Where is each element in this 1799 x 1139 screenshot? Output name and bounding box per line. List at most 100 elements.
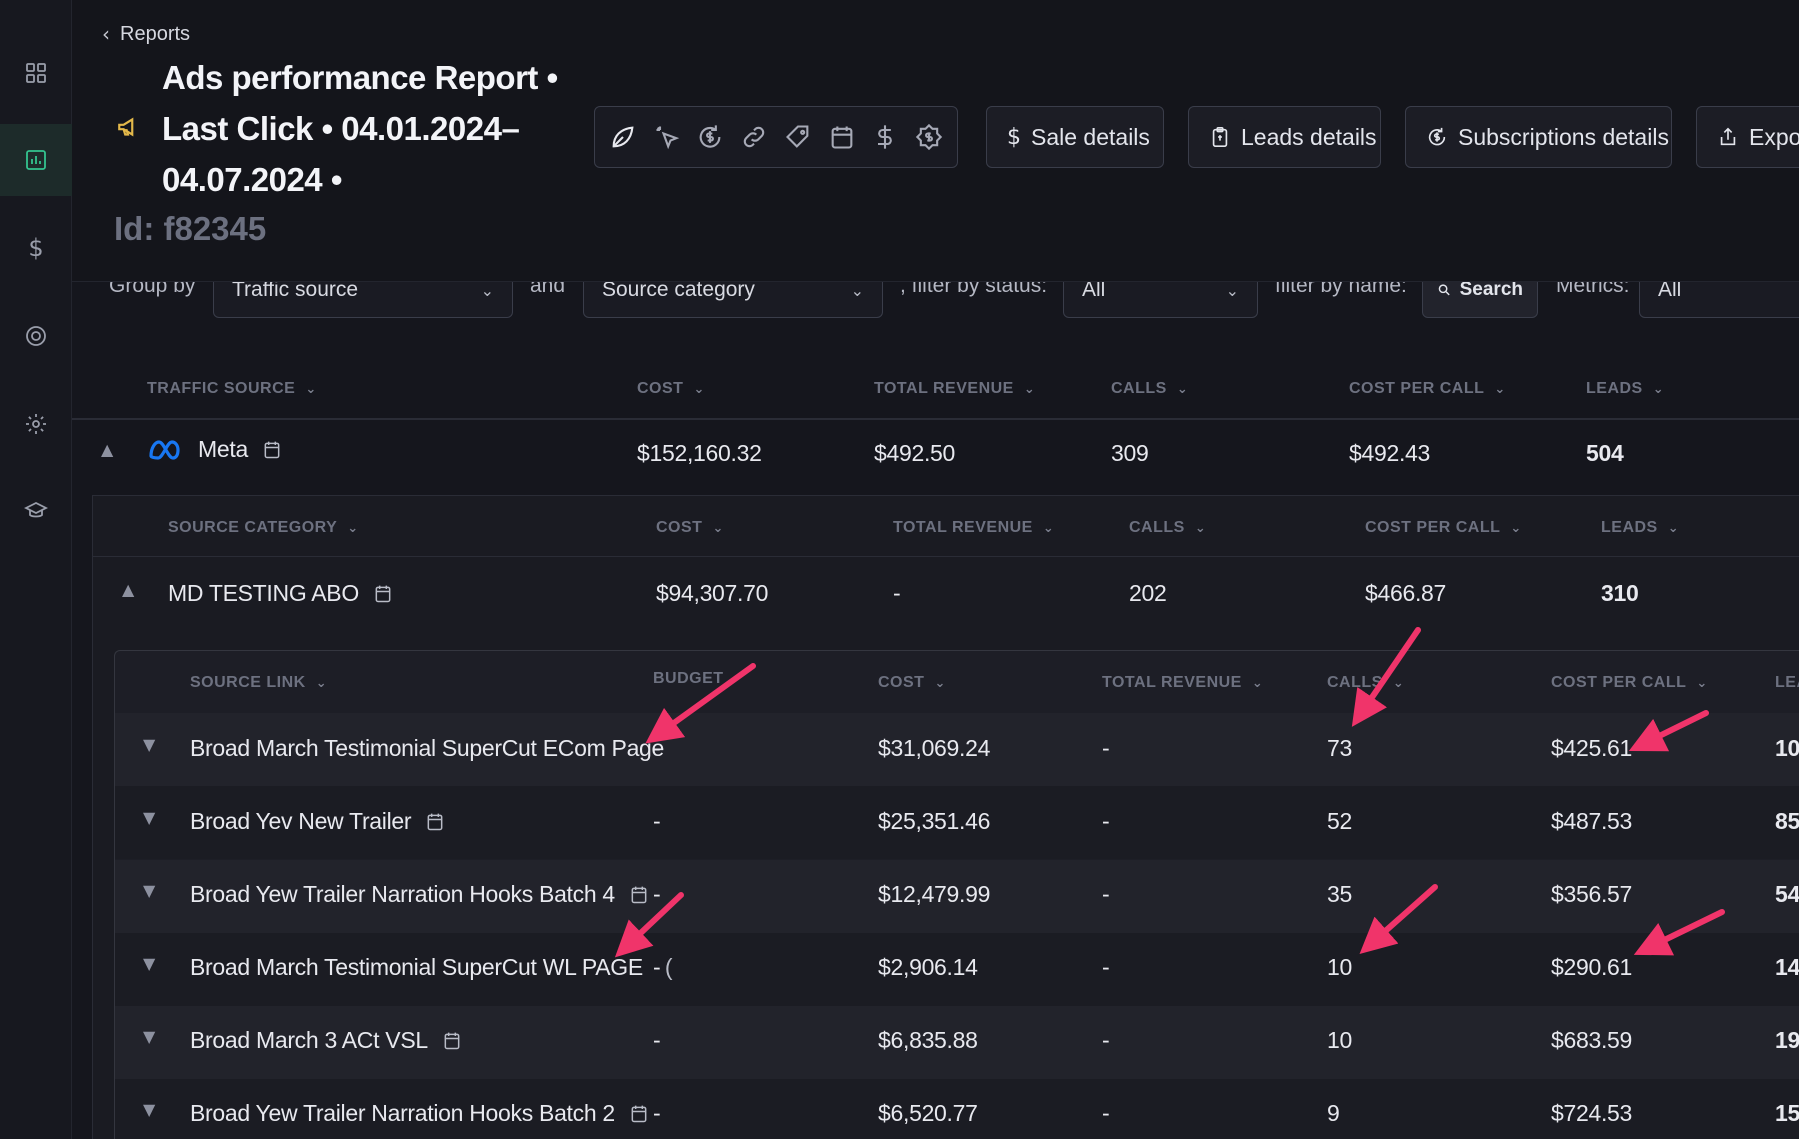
sort-chevron-icon: ⌄ <box>1392 675 1405 691</box>
filter-bar: Group by Traffic source ⌄ and Source cat… <box>72 282 1799 322</box>
cursor-click-icon[interactable] <box>651 121 683 153</box>
calendar-icon[interactable] <box>442 1030 462 1052</box>
group-by-select[interactable]: Traffic source ⌄ <box>213 282 513 318</box>
cost-per-call-cell: $466.87 <box>1365 580 1447 606</box>
calls-cell: 10 <box>1327 954 1352 980</box>
dollar-icon[interactable] <box>869 121 901 153</box>
search-button[interactable]: Search <box>1422 282 1538 318</box>
column-header[interactable]: COST PER CALL ⌄ <box>1349 380 1506 397</box>
leaf-icon[interactable] <box>607 121 639 153</box>
expand-triangle-icon[interactable]: ▼ <box>143 881 156 900</box>
category-row-md-testing[interactable]: ▲ MD TESTING ABO $94,307.70 - 202 $466.8… <box>0 580 1799 610</box>
budget-cell: - <box>653 1100 661 1126</box>
subscriptions-details-button[interactable]: Subscriptions details <box>1405 106 1672 168</box>
settings-gear-icon[interactable] <box>0 388 72 460</box>
chevron-down-icon: ⌄ <box>480 282 494 300</box>
column-header[interactable]: COST PER CALL ⌄ <box>1551 674 1708 691</box>
column-header[interactable]: COST ⌄ <box>637 380 705 397</box>
tag-icon[interactable] <box>782 121 814 153</box>
dollar-icon[interactable]: $ <box>0 212 72 284</box>
calendar-icon[interactable] <box>425 811 445 833</box>
column-header[interactable]: TOTAL REVENUE ⌄ <box>874 380 1036 397</box>
export-share-icon <box>1720 127 1736 146</box>
revenue-cell: - <box>1102 1027 1110 1053</box>
expand-triangle-icon[interactable]: ▼ <box>143 1027 156 1046</box>
table-row[interactable]: ▼ Broad March 3 ACt VSL - $6,835.88 - 10… <box>0 1027 1799 1057</box>
calendar-icon[interactable] <box>373 583 393 605</box>
column-header[interactable]: SOURCE LINK ⌄ <box>190 674 328 691</box>
breadcrumb[interactable]: ‹ Reports <box>102 22 190 46</box>
table-row[interactable]: ▼ Broad March Testimonial SuperCut ECom … <box>0 735 1799 765</box>
metrics-label: Metrics: <box>1556 282 1630 297</box>
status-filter-label: , filter by status: <box>900 282 1048 297</box>
calendar-icon[interactable] <box>629 1103 649 1125</box>
table-row[interactable]: ▼ Broad Yew Trailer Narration Hooks Batc… <box>0 1100 1799 1130</box>
leads-cell: 54 <box>1775 881 1799 907</box>
table-row[interactable]: ▼ Broad Yev New Trailer - $25,351.46 - 5… <box>0 808 1799 838</box>
sale-details-button[interactable]: $ Sale details <box>986 106 1164 168</box>
table-row[interactable]: ▼ Broad Yew Trailer Narration Hooks Batc… <box>0 881 1799 911</box>
leads-cell: 15 <box>1775 1100 1799 1126</box>
metrics-select[interactable]: All <box>1639 282 1799 318</box>
subscriptions-details-label: Subscriptions details <box>1458 123 1669 150</box>
metric-type-toolbar <box>594 106 958 168</box>
column-header[interactable]: TOTAL REVENUE ⌄ <box>893 519 1055 536</box>
expand-triangle-icon[interactable]: ▼ <box>143 1100 156 1119</box>
source-category-select[interactable]: Source category ⌄ <box>583 282 883 318</box>
reports-chart-icon[interactable] <box>0 124 72 196</box>
dashboard-grid-icon[interactable] <box>0 37 72 109</box>
column-header[interactable]: CALLS ⌄ <box>1129 519 1207 536</box>
calendar-icon[interactable] <box>262 439 282 461</box>
column-header[interactable]: LEADS ⌄ <box>1586 380 1665 397</box>
table-row[interactable]: ▼ Broad March Testimonial SuperCut WL PA… <box>0 954 1799 984</box>
expand-triangle-icon[interactable]: ▼ <box>143 735 156 754</box>
sort-chevron-icon: ⌄ <box>347 520 359 536</box>
cost-per-call-cell: $290.61 <box>1551 954 1633 980</box>
calendar-icon-clipped[interactable]: ( <box>664 954 673 980</box>
leads-cell: 14 <box>1775 954 1799 980</box>
revenue-cell: - <box>1102 1100 1110 1126</box>
column-header[interactable]: COST PER CALL ⌄ <box>1365 519 1522 536</box>
price-tag-icon[interactable] <box>913 121 945 153</box>
collapse-triangle-icon[interactable]: ▲ <box>101 440 114 459</box>
meta-logo-icon <box>149 439 180 460</box>
row-stripe <box>115 860 1799 933</box>
calendar-icon[interactable] <box>629 884 649 906</box>
export-button[interactable]: Expor <box>1696 106 1799 168</box>
traffic-row-meta[interactable]: ▲ Meta $152,160.32 $492.50 309 $492.43 5… <box>0 436 1799 470</box>
sort-chevron-icon: ⌄ <box>934 675 946 691</box>
report-header: ‹ Reports Ads performance Report • Last … <box>72 0 1799 282</box>
breadcrumb-reports[interactable]: Reports <box>120 22 191 45</box>
leads-details-button[interactable]: Leads details <box>1188 106 1381 168</box>
column-header[interactable]: CALLS ⌄ <box>1111 380 1189 397</box>
source-link-name: Broad Yew Trailer Narration Hooks Batch … <box>190 881 615 907</box>
category-name: MD TESTING ABO <box>168 580 359 606</box>
calls-cell: 52 <box>1327 808 1352 834</box>
cost-cell: $12,479.99 <box>878 881 991 907</box>
cost-per-call-cell: $683.59 <box>1551 1027 1633 1053</box>
calendar-icon[interactable] <box>826 121 858 153</box>
expand-triangle-icon[interactable]: ▼ <box>143 808 156 827</box>
sort-chevron-icon: ⌄ <box>305 381 317 397</box>
target-icon[interactable] <box>0 300 72 372</box>
link-icon[interactable] <box>738 121 770 153</box>
cost-per-call-cell: $492.43 <box>1349 440 1431 466</box>
revenue-cell: - <box>1102 881 1110 907</box>
column-header[interactable]: CALLS ⌄ <box>1327 674 1405 691</box>
leads-cell: 85 <box>1775 808 1799 834</box>
budget-cell: - <box>653 954 661 980</box>
column-header[interactable]: LEADS ⌄ <box>1601 519 1680 536</box>
column-header[interactable]: LEA <box>1775 674 1799 691</box>
dollar-refresh-icon[interactable] <box>694 121 726 153</box>
status-select[interactable]: All ⌄ <box>1063 282 1258 318</box>
graduation-cap-icon[interactable] <box>0 475 72 547</box>
column-header[interactable]: SOURCE CATEGORY ⌄ <box>168 519 359 536</box>
collapse-triangle-icon[interactable]: ▲ <box>122 580 135 599</box>
column-header[interactable]: TOTAL REVENUE ⌄ <box>1102 674 1264 691</box>
expand-triangle-icon[interactable]: ▼ <box>143 954 156 973</box>
column-header[interactable]: BUDGET <box>653 670 724 687</box>
column-header[interactable]: TRAFFIC SOURCE ⌄ <box>147 380 317 397</box>
column-header[interactable]: COST ⌄ <box>878 674 946 691</box>
column-header[interactable]: COST ⌄ <box>656 519 724 536</box>
title-line: 04.07.2024 • <box>162 161 342 198</box>
